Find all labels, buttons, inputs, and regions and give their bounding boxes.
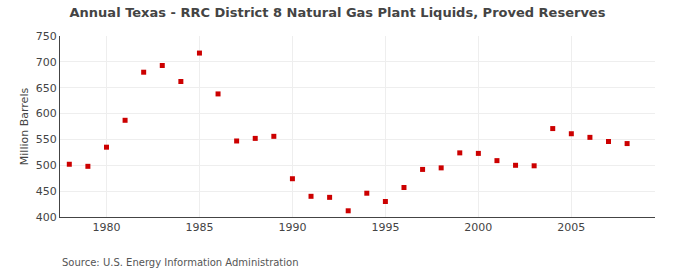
svg-text:750: 750 <box>36 30 57 43</box>
svg-text:1980: 1980 <box>92 221 120 234</box>
svg-text:1990: 1990 <box>278 221 306 234</box>
svg-text:450: 450 <box>36 185 57 198</box>
svg-text:1995: 1995 <box>371 221 399 234</box>
svg-text:Million Barrels: Million Barrels <box>18 88 31 166</box>
svg-text:2000: 2000 <box>464 221 492 234</box>
svg-text:500: 500 <box>36 159 57 172</box>
svg-text:600: 600 <box>36 107 57 120</box>
svg-text:550: 550 <box>36 133 57 146</box>
svg-text:700: 700 <box>36 56 57 69</box>
svg-text:Source: U.S. Energy Informatio: Source: U.S. Energy Information Administ… <box>62 257 299 268</box>
svg-text:2005: 2005 <box>557 221 585 234</box>
svg-text:Annual Texas - RRC District 8: Annual Texas - RRC District 8 Natural Ga… <box>70 5 606 20</box>
svg-text:1985: 1985 <box>185 221 213 234</box>
svg-text:400: 400 <box>36 211 57 224</box>
svg-text:650: 650 <box>36 82 57 95</box>
